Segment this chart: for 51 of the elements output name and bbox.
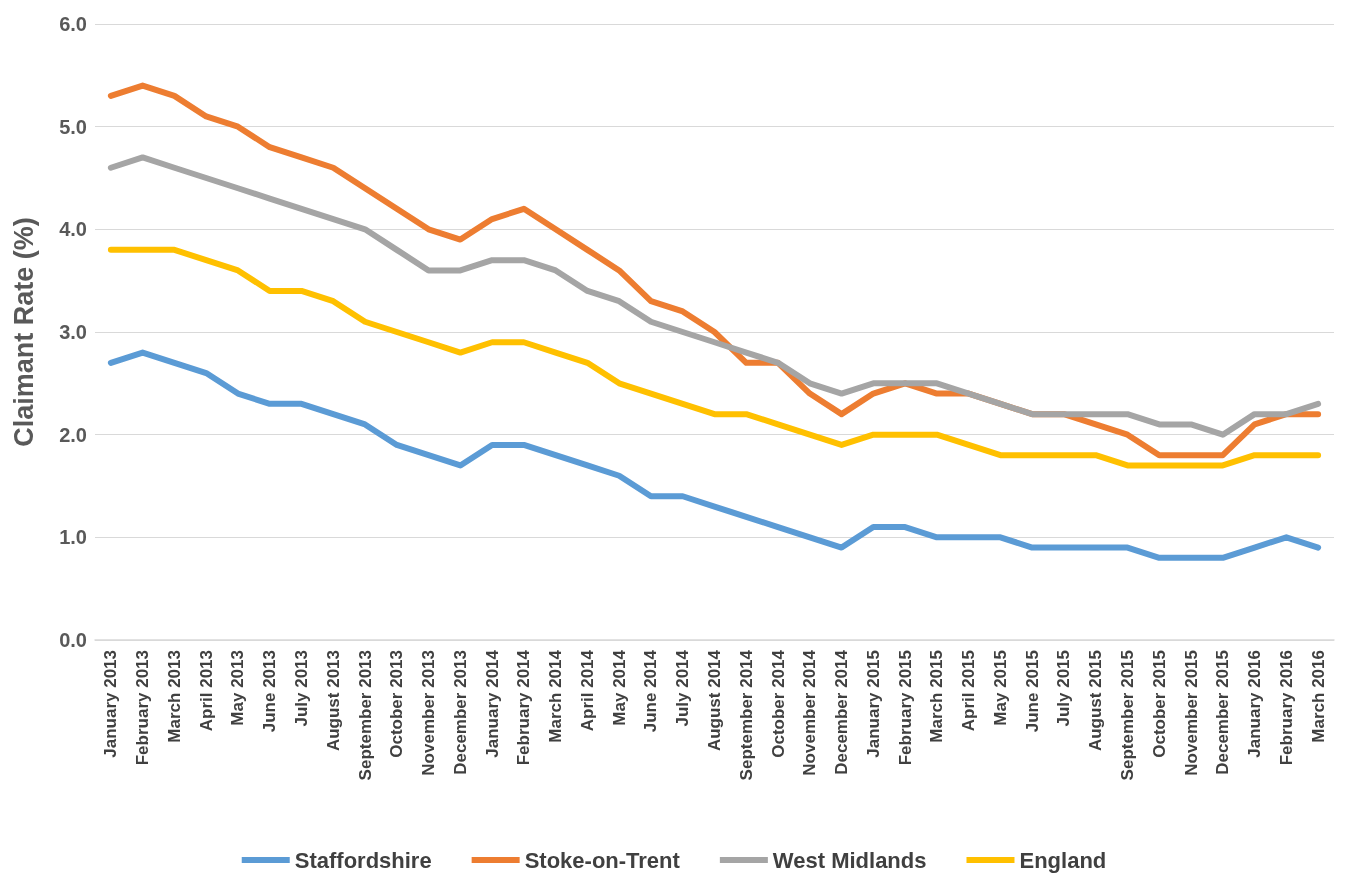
x-tick-label: September 2015 xyxy=(1118,650,1137,781)
x-tick-label: December 2014 xyxy=(832,649,852,775)
x-tick-label: December 2013 xyxy=(450,650,470,775)
x-tick-label: November 2013 xyxy=(419,650,439,776)
x-tick-label: October 2013 xyxy=(387,650,407,758)
x-tick-label: December 2015 xyxy=(1213,650,1233,775)
x-tick-label: March 2013 xyxy=(164,650,184,743)
x-tick-label: January 2014 xyxy=(482,649,502,758)
x-tick-label: April 2014 xyxy=(577,649,597,732)
x-tick-label: July 2014 xyxy=(673,649,693,727)
x-tick-label: June 2013 xyxy=(260,650,280,733)
x-tick-label: June 2015 xyxy=(1022,650,1042,733)
legend-label: Stoke-on-Trent xyxy=(524,847,681,873)
legend-label: Staffordshire xyxy=(294,847,432,873)
y-tick-label: 4.0 xyxy=(59,218,87,241)
x-tick-label: November 2015 xyxy=(1181,650,1201,776)
x-tick-label: March 2015 xyxy=(927,650,947,743)
x-tick-label: July 2015 xyxy=(1054,650,1074,727)
x-tick-label: September 2013 xyxy=(355,650,375,781)
x-tick-label: October 2014 xyxy=(768,649,788,758)
legend-label: England xyxy=(1019,847,1107,873)
x-tick-label: February 2014 xyxy=(514,649,534,766)
y-tick-label: 5.0 xyxy=(59,115,87,138)
x-tick-label: February 2013 xyxy=(133,650,153,766)
x-tick-label: August 2013 xyxy=(323,650,343,752)
x-tick-label: August 2015 xyxy=(1086,650,1106,752)
x-tick-label: April 2015 xyxy=(959,650,979,732)
y-tick-label: 3.0 xyxy=(59,321,87,343)
x-tick-label: February 2016 xyxy=(1276,650,1296,766)
y-tick-label: 1.0 xyxy=(59,526,87,549)
x-tick-label: September 2014 xyxy=(736,649,756,781)
x-tick-label: June 2014 xyxy=(641,649,661,733)
x-tick-label: October 2015 xyxy=(1149,650,1169,758)
x-tick-label: January 2013 xyxy=(101,650,121,758)
legend-label: West Midlands xyxy=(772,847,927,873)
x-tick-label: August 2014 xyxy=(705,649,724,752)
x-tick-label: January 2015 xyxy=(863,650,883,758)
y-tick-label: 6.0 xyxy=(59,13,87,35)
x-tick-label: May 2013 xyxy=(228,650,248,726)
x-tick-label: May 2014 xyxy=(609,649,629,726)
x-tick-label: April 2013 xyxy=(196,650,216,732)
x-tick-label: January 2016 xyxy=(1245,650,1265,758)
y-tick-label: 0.0 xyxy=(59,629,87,651)
y-tick-label: 2.0 xyxy=(59,423,87,446)
x-tick-label: July 2013 xyxy=(292,650,311,727)
x-tick-label: November 2014 xyxy=(800,649,820,776)
x-tick-label: May 2015 xyxy=(990,650,1010,726)
x-tick-label: March 2016 xyxy=(1308,650,1328,743)
x-tick-label: March 2014 xyxy=(546,649,566,743)
y-axis-title: Claimant Rate (%) xyxy=(8,217,39,447)
x-tick-label: February 2015 xyxy=(895,650,915,766)
